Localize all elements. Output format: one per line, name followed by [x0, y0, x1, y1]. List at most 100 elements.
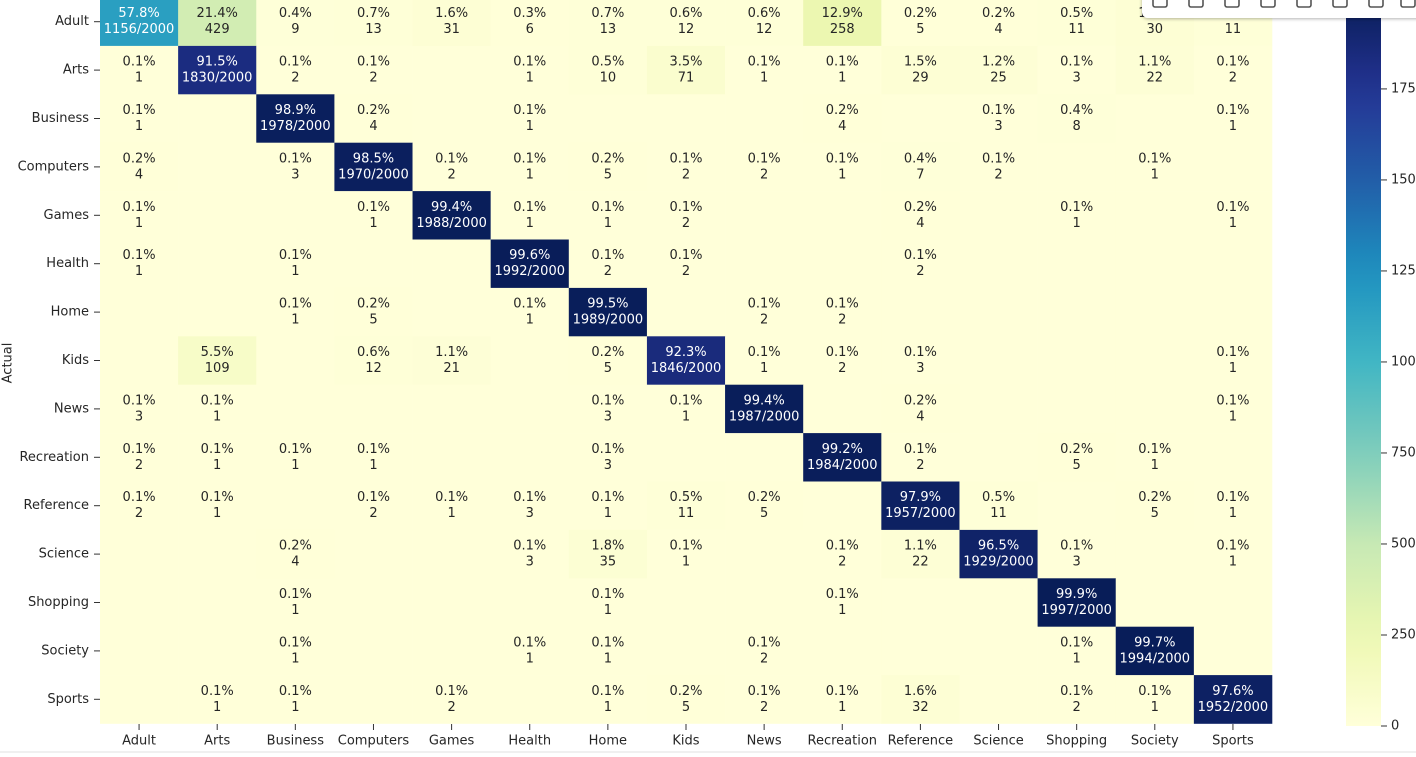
heatmap-cell: [725, 433, 804, 482]
toolbar-icon[interactable]: [1188, 0, 1204, 8]
cell-count: 11: [1225, 22, 1242, 37]
cell-count: 1: [1073, 651, 1081, 666]
heatmap-cell: [1193, 481, 1273, 531]
cell-percent: 0.1%: [669, 151, 702, 166]
heatmap-cell: [881, 0, 960, 47]
cell-percent: 0.1%: [435, 684, 468, 699]
cell-count: 2: [838, 313, 846, 328]
heatmap-cell: [100, 0, 179, 47]
heatmap-cell: [100, 481, 179, 531]
heatmap-cell: [412, 384, 491, 434]
cell-percent: 0.1%: [279, 248, 312, 263]
heatmap-cell: [334, 94, 413, 143]
toolbar-icon[interactable]: [1368, 0, 1384, 8]
cell-percent: 0.1%: [982, 151, 1015, 166]
cell-percent: 0.1%: [1060, 684, 1093, 699]
y-tick-label: Adult: [55, 14, 89, 29]
heatmap-cell: [256, 529, 335, 579]
heatmap-cell: [256, 433, 335, 482]
cell-count: 4: [916, 216, 924, 231]
cell-count: 8: [1073, 119, 1081, 134]
y-tick-label: Business: [32, 111, 90, 126]
heatmap-cell: [568, 0, 648, 47]
cell-percent: 0.1%: [357, 490, 390, 505]
cell-percent: 0.1%: [123, 490, 156, 505]
cell-count: 35: [600, 555, 617, 570]
heatmap-cell: [100, 142, 179, 192]
heatmap-cell: [490, 336, 570, 385]
cell-percent: 0.1%: [1138, 684, 1171, 699]
heatmap-cell: [568, 675, 648, 724]
heatmap-cell: [178, 287, 257, 337]
toolbar-icon[interactable]: [1296, 0, 1312, 8]
heatmap-cell: [178, 191, 257, 240]
cell-count: 2: [760, 651, 768, 666]
heatmap-cell: [881, 626, 960, 676]
heatmap-cell: [100, 626, 179, 676]
cell-count: 4: [369, 119, 377, 134]
toolbar-icon[interactable]: [1152, 0, 1168, 8]
cell-percent: 1.6%: [435, 6, 468, 21]
toolbar-icon[interactable]: [1332, 0, 1348, 8]
colorbar-tick-label: 750: [1391, 445, 1416, 460]
heatmap-cell: [568, 239, 648, 289]
cell-count: 1: [291, 313, 299, 328]
heatmap-cell: [256, 45, 335, 95]
cell-percent: 99.2%: [822, 442, 863, 457]
heatmap-cell: [568, 336, 648, 385]
cell-percent: 0.2%: [904, 200, 937, 215]
heatmap-cell: [646, 384, 726, 434]
cell-percent: 0.1%: [357, 442, 390, 457]
heatmap-cell: [100, 287, 179, 337]
cell-count: 1: [1229, 119, 1237, 134]
heatmap-cell: [178, 675, 257, 724]
heatmap-cell: [568, 433, 648, 482]
cell-count: 1: [604, 651, 612, 666]
heatmap-cell: [256, 239, 335, 289]
cell-count: 1: [682, 409, 690, 424]
heatmap-cell: [100, 675, 179, 724]
heatmap-cell: [490, 142, 570, 192]
cell-percent: 0.1%: [1060, 635, 1093, 650]
toolbar-icon[interactable]: [1224, 0, 1240, 8]
cell-percent: 0.1%: [669, 248, 702, 263]
cell-percent: 0.1%: [748, 635, 781, 650]
heatmap-cell: [1115, 45, 1195, 95]
cell-count: 4: [916, 409, 924, 424]
heatmap-cell: [1193, 191, 1273, 240]
cell-percent: 0.4%: [904, 151, 937, 166]
cell-count: 71: [678, 71, 695, 86]
heatmap-cell: [100, 433, 179, 482]
cell-count: 109: [205, 361, 230, 376]
cell-percent: 0.6%: [748, 6, 781, 21]
toolbar-icon[interactable]: [1260, 0, 1276, 8]
toolbar-icon[interactable]: [1400, 0, 1416, 8]
heatmap-cell: [959, 433, 1038, 482]
heatmap-cell: [412, 433, 491, 482]
cell-count: 1: [760, 361, 768, 376]
heatmap-cell: [334, 142, 413, 192]
cell-count: 6: [526, 22, 534, 37]
heatmap-cell: [803, 433, 882, 482]
cell-count: 2: [291, 71, 299, 86]
cell-count: 2: [838, 361, 846, 376]
cell-count: 1: [838, 167, 846, 182]
cell-count: 1: [213, 409, 221, 424]
x-tick-label: Kids: [672, 734, 699, 749]
heatmap-cell: [1037, 287, 1117, 337]
heatmap-cell: [1037, 45, 1117, 95]
cell-percent: 99.7%: [1134, 635, 1175, 650]
cell-percent: 99.4%: [431, 200, 472, 215]
heatmap-cell: [334, 0, 413, 47]
heatmap-cell: [100, 384, 179, 434]
cell-percent: 0.1%: [904, 442, 937, 457]
heatmap-cell: [959, 287, 1038, 337]
cell-percent: 0.2%: [591, 345, 624, 360]
heatmap-cell: [646, 142, 726, 192]
heatmap-cell: [959, 94, 1038, 143]
heatmap-cell: [725, 191, 804, 240]
cell-count: 9: [291, 22, 299, 37]
heatmap-cell: [412, 0, 491, 47]
heatmap-cell: [1115, 142, 1195, 192]
cell-percent: 0.1%: [435, 151, 468, 166]
